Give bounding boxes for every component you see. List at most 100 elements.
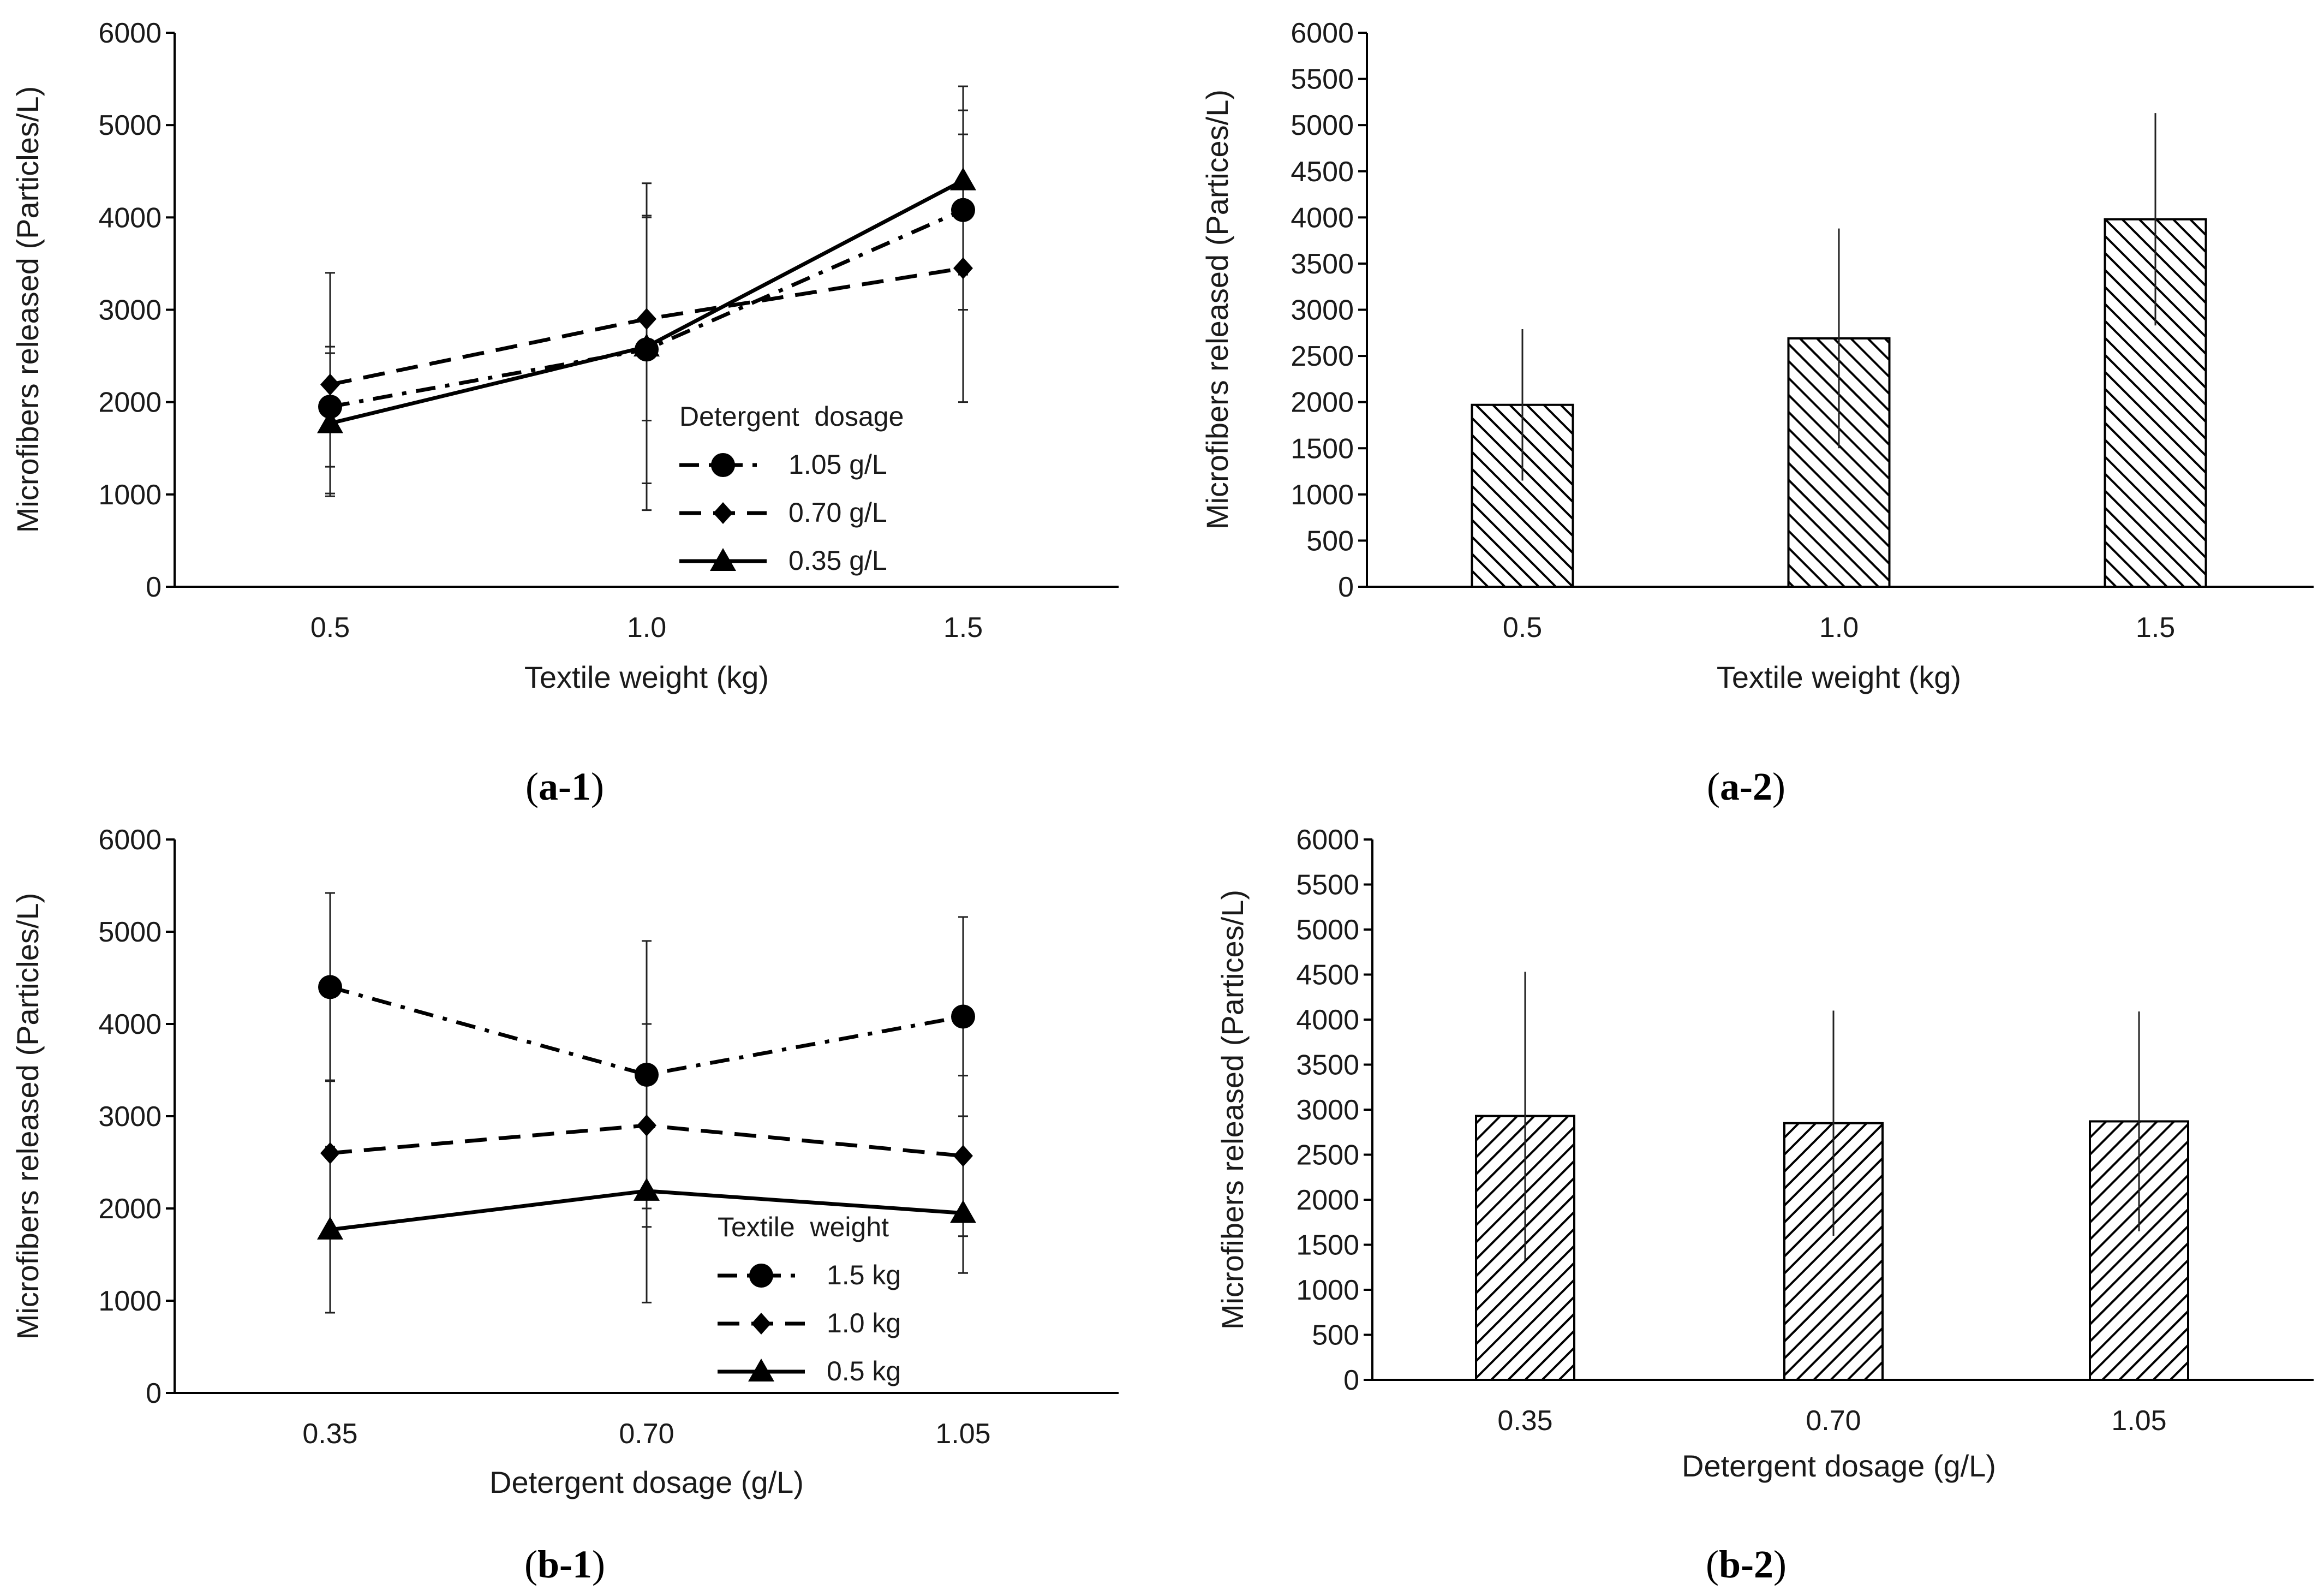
x-tick-label: 0.5 <box>1503 612 1542 644</box>
series-line-0 <box>330 985 964 1077</box>
y-tick-label: 0 <box>1343 1365 1359 1396</box>
x-axis-title: Textile weight (kg) <box>524 660 769 694</box>
y-tick-label: 5000 <box>1296 914 1359 946</box>
data-point-2-2 <box>950 1200 976 1223</box>
x-tick-label: 0.5 <box>310 612 350 644</box>
legend-swatch-marker-1 <box>713 502 733 524</box>
y-tick-label: 2000 <box>98 387 162 419</box>
x-tick-label: 0.35 <box>1497 1405 1552 1437</box>
legend-entry-2: 0.5 kg <box>827 1356 901 1386</box>
data-point-0-0 <box>318 395 342 419</box>
y-tick-label: 500 <box>1306 525 1354 557</box>
caption-a1: (a-1) <box>525 765 604 808</box>
y-tick-label: 4000 <box>1291 202 1354 234</box>
y-axis-title: Microfibers released (Partices/L) <box>1200 90 1234 529</box>
x-axis-title: Detergent dosage (g/L) <box>489 1465 804 1499</box>
caption-b2: (b-2) <box>1706 1543 1787 1586</box>
chart-panel-a1: 0 1000 2000 3000 4000 5000 6000 0.5 1.0 1.5 Textil… <box>10 17 1119 694</box>
chart-legend: Textile weight 1.5 kg 1.0 kg 0.5 kg <box>718 1212 901 1386</box>
chart-panel-a2: 0 500 1000 1500 2000 2500 3000 3500 4000 4500 5000… <box>1200 17 2314 694</box>
chart-panel-b1: 0 1000 2000 3000 4000 5000 6000 0.35 0.70 1.05 Det… <box>10 824 1119 1499</box>
x-tick-label: 1.0 <box>1819 612 1859 644</box>
caption-a2: (a-2) <box>1707 765 1785 808</box>
y-tick-label: 3000 <box>1296 1094 1359 1126</box>
chart-panel-b2: 0 500 1000 1500 2000 2500 3000 3500 4000 4500 5000… <box>1215 824 2314 1483</box>
data-point-1-1 <box>637 1114 656 1136</box>
data-point-2-1 <box>634 1177 660 1201</box>
caption-b1: (b-1) <box>524 1543 605 1586</box>
legend-title: Textile weight <box>718 1212 889 1242</box>
y-tick-label: 3000 <box>98 295 162 326</box>
data-point-1-2 <box>953 1145 973 1167</box>
y-tick-label: 6000 <box>1296 824 1359 856</box>
x-tick-label: 1.05 <box>935 1418 990 1450</box>
caption-a2-text: a-2 <box>1720 765 1772 808</box>
data-point-2-1 <box>634 334 660 357</box>
data-point-0-2 <box>951 1004 975 1029</box>
y-tick-label: 5500 <box>1291 64 1354 96</box>
y-tick-label: 3000 <box>98 1101 162 1133</box>
legend-swatch-marker-1 <box>751 1313 771 1335</box>
data-point-0-0 <box>318 975 342 999</box>
y-tick-label: 5000 <box>98 110 162 141</box>
legend-entry-0: 1.5 kg <box>827 1260 901 1290</box>
y-tick-label: 4000 <box>98 202 162 234</box>
y-tick-label: 1500 <box>1296 1230 1359 1261</box>
y-tick-label: 6000 <box>1291 17 1354 49</box>
y-tick-label: 0 <box>1338 571 1354 603</box>
y-tick-label: 4500 <box>1291 156 1354 188</box>
data-point-2-2 <box>950 167 976 190</box>
y-tick-label: 3500 <box>1291 248 1354 280</box>
legend-entry-1: 1.0 kg <box>827 1308 901 1338</box>
caption-b1-text: b-1 <box>537 1543 592 1586</box>
caption-a1-text: a-1 <box>539 765 591 808</box>
data-point-0-2 <box>951 198 975 222</box>
y-tick-label: 1000 <box>1291 479 1354 511</box>
y-axis-title: Microfibers released (Particles/L) <box>10 86 45 533</box>
svg-text:(a-1): (a-1) <box>525 765 604 808</box>
legend-swatch-marker-0 <box>749 1264 773 1288</box>
y-tick-label: 6000 <box>98 17 162 49</box>
y-tick-label: 2500 <box>1296 1140 1359 1171</box>
x-tick-label: 1.5 <box>2136 612 2175 644</box>
data-point-1-2 <box>953 257 973 279</box>
x-tick-label: 0.35 <box>302 1418 357 1450</box>
legend-entry-0: 1.05 g/L <box>788 449 887 480</box>
bar-2 <box>2089 1120 2189 1381</box>
y-tick-label: 6000 <box>98 824 162 856</box>
y-tick-label: 1000 <box>98 1285 162 1317</box>
x-tick-label: 1.0 <box>627 612 666 644</box>
y-tick-label: 0 <box>146 571 162 603</box>
y-tick-label: 0 <box>146 1378 162 1409</box>
y-axis-title: Microfibers released (Particles/L) <box>10 893 45 1339</box>
data-point-1-0 <box>320 1142 340 1164</box>
x-tick-label: 1.5 <box>943 612 983 644</box>
svg-text:(b-1): (b-1) <box>524 1543 605 1586</box>
legend-entry-2: 0.35 g/L <box>788 545 887 576</box>
y-tick-label: 4000 <box>1296 1004 1359 1036</box>
y-tick-label: 1000 <box>98 479 162 511</box>
y-tick-label: 5000 <box>98 916 162 948</box>
x-axis-title: Detergent dosage (g/L) <box>1682 1449 1996 1483</box>
y-tick-label: 2500 <box>1291 341 1354 372</box>
y-axis-title: Microfibers released (Partices/L) <box>1215 890 1250 1330</box>
data-point-0-1 <box>635 1062 659 1087</box>
x-tick-label: 0.70 <box>1806 1405 1861 1437</box>
svg-text:(a-2): (a-2) <box>1707 765 1785 808</box>
y-tick-label: 4500 <box>1296 960 1359 991</box>
data-point-2-0 <box>317 1216 343 1240</box>
y-tick-label: 2000 <box>1291 387 1354 419</box>
caption-b2-text: b-2 <box>1719 1543 1773 1586</box>
y-tick-label: 5500 <box>1296 870 1359 901</box>
data-point-1-0 <box>320 373 340 396</box>
y-tick-label: 3500 <box>1296 1050 1359 1081</box>
y-tick-label: 2000 <box>98 1193 162 1225</box>
y-tick-label: 2000 <box>1296 1184 1359 1216</box>
y-tick-label: 1500 <box>1291 433 1354 464</box>
data-point-2-0 <box>317 410 343 433</box>
legend-swatch-marker-2 <box>748 1359 774 1381</box>
y-tick-label: 1000 <box>1296 1275 1359 1306</box>
data-point-1-1 <box>637 308 656 330</box>
legend-swatch-marker-2 <box>710 548 736 571</box>
